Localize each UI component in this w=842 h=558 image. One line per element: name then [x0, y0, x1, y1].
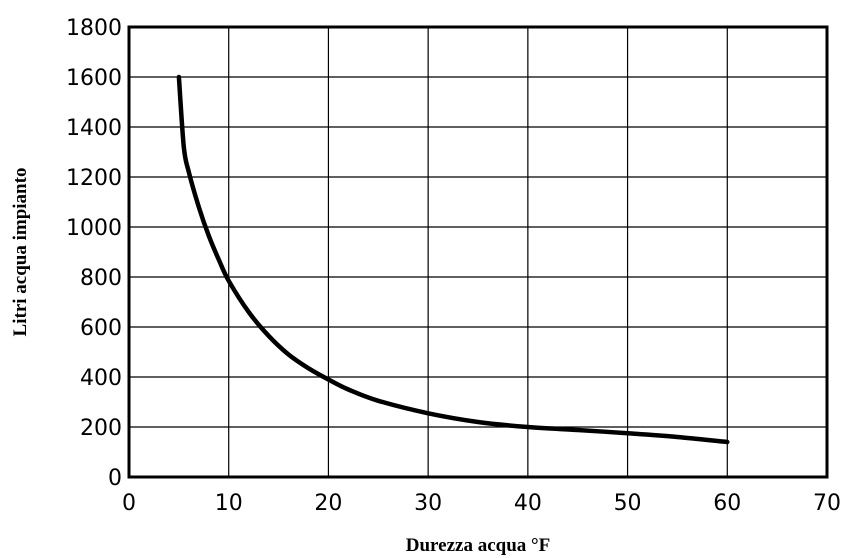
x-tick-label: 0 — [122, 491, 136, 516]
x-tick-label: 10 — [215, 491, 243, 516]
x-tick-label: 20 — [314, 491, 342, 516]
y-tick-labels: 0 200 400 600 800 1000 1200 1400 1600 1800 — [66, 16, 122, 491]
x-tick-label: 40 — [514, 491, 542, 516]
y-tick-label: 1000 — [66, 216, 122, 241]
y-tick-label: 200 — [80, 416, 122, 441]
y-tick-label: 1200 — [66, 166, 122, 191]
y-tick-label: 600 — [80, 316, 122, 341]
x-axis-title: Durezza acqua °F — [406, 535, 550, 556]
x-tick-label: 30 — [414, 491, 442, 516]
y-tick-label: 0 — [108, 466, 122, 491]
y-tick-label: 1400 — [66, 116, 122, 141]
x-tick-label: 70 — [813, 491, 841, 516]
grid — [129, 27, 827, 477]
x-tick-label: 50 — [614, 491, 642, 516]
series-group — [176, 74, 730, 445]
y-axis-title: Litri acqua impianto — [10, 168, 31, 337]
series-line — [176, 74, 730, 445]
x-tick-label: 60 — [713, 491, 741, 516]
plot-frame — [127, 25, 829, 479]
y-tick-label: 800 — [80, 266, 122, 291]
y-tick-label: 1600 — [66, 66, 122, 91]
y-tick-label: 1800 — [66, 16, 122, 41]
x-tick-labels: 0 10 20 30 40 50 60 70 — [122, 491, 841, 516]
y-tick-label: 400 — [80, 366, 122, 391]
